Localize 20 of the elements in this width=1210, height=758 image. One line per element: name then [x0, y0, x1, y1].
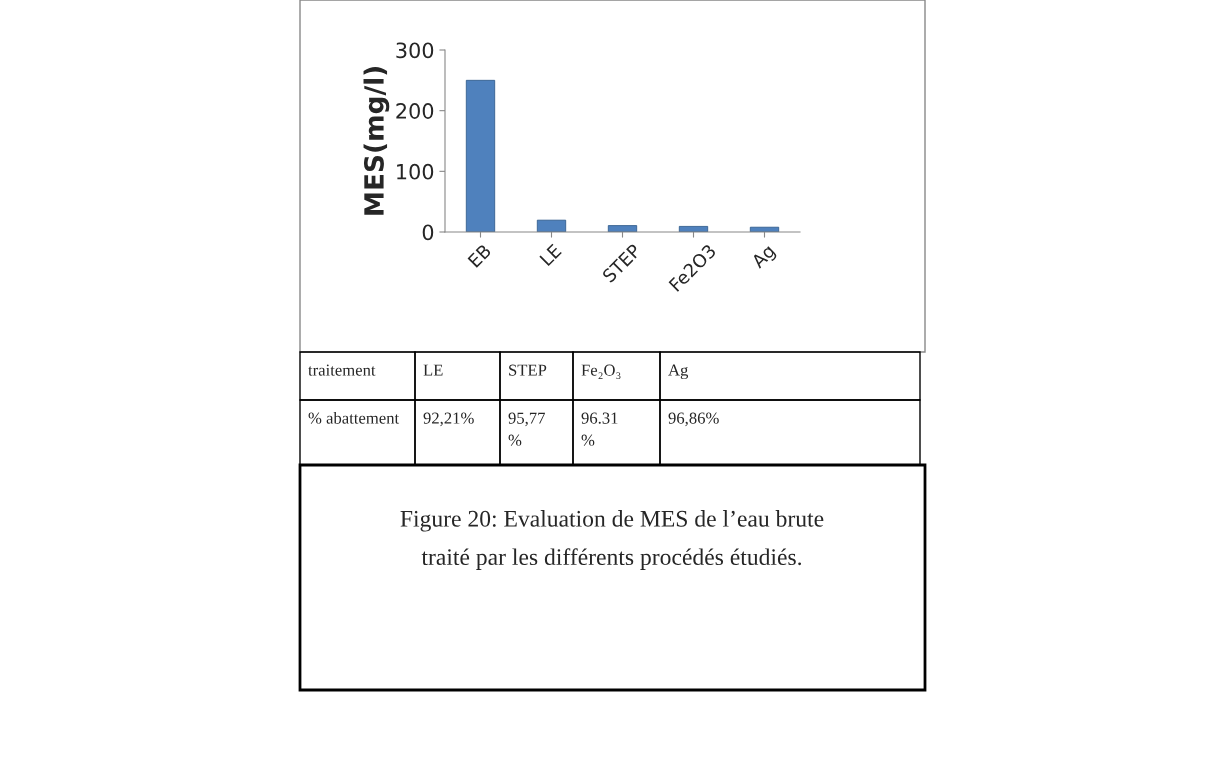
caption: Figure 20: Evaluation de MES de l’eau brute traité par les différents procédés étudiés. [400, 510, 824, 570]
y-axis-title: MES(mg/l) [363, 67, 390, 215]
text: traitement [308, 364, 376, 376]
bar [465, 79, 496, 232]
text: 96,86% [668, 412, 719, 427]
text: 96.31 % [581, 412, 618, 446]
text: Ag [668, 364, 689, 380]
y-tick-label: 100 [397, 163, 434, 180]
text: STEP [509, 364, 547, 376]
y-tick-label: 0 [422, 224, 434, 241]
text: LE [423, 364, 443, 376]
x-tick-label: LE [539, 243, 562, 267]
x-tick-label: EB [467, 243, 492, 268]
text: 92,21% [423, 412, 474, 427]
y-tick-label: 200 [396, 103, 434, 119]
text: 95,77 % [508, 412, 546, 446]
x-tick-label: Ag [750, 243, 778, 272]
text: % abattement [308, 412, 400, 424]
text: Fe₂O₃ [581, 364, 621, 380]
y-tick-label: 300 [396, 42, 434, 59]
